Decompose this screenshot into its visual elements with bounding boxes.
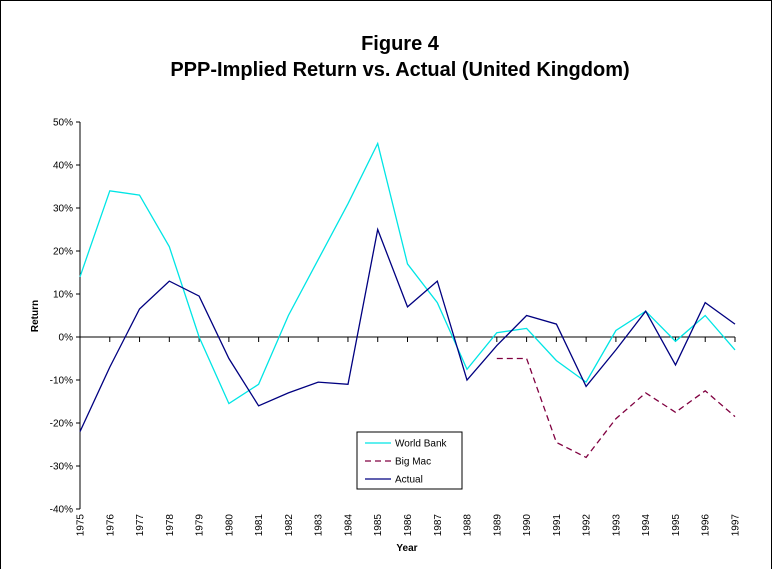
x-tick-label: 1996 (701, 514, 712, 537)
x-tick-label: 1977 (135, 514, 146, 537)
x-tick-label: 1994 (641, 514, 652, 537)
y-tick-label: 50% (53, 118, 73, 129)
x-tick-label: 1990 (522, 514, 533, 537)
x-tick-label: 1984 (343, 514, 354, 537)
legend-label: Big Mac (395, 457, 431, 468)
x-tick-label: 1988 (463, 514, 474, 537)
x-tick-label: 1982 (284, 514, 295, 537)
y-axis-label: Return (30, 300, 41, 332)
y-tick-label: 0% (59, 333, 74, 344)
x-tick-label: 1985 (373, 514, 384, 537)
y-tick-label: -20% (50, 419, 73, 430)
y-tick-label: 30% (53, 204, 73, 215)
series-line (496, 357, 736, 459)
x-tick-label: 1993 (611, 514, 622, 537)
x-tick-label: 1987 (433, 514, 444, 537)
x-tick-label: 1992 (582, 514, 593, 537)
x-tick-label: 1986 (403, 514, 414, 537)
chart-title: Figure 4 (361, 33, 440, 55)
x-tick-label: 1981 (254, 514, 265, 537)
chart-subtitle: PPP-Implied Return vs. Actual (United Ki… (170, 59, 629, 81)
x-tick-label: 1980 (224, 514, 235, 537)
x-tick-label: 1976 (105, 514, 116, 537)
x-tick-label: 1978 (165, 514, 176, 537)
series-line (79, 227, 736, 432)
y-tick-label: 10% (53, 290, 73, 301)
y-tick-label: -40% (50, 505, 73, 516)
x-tick-label: 1975 (76, 514, 87, 537)
series-line (79, 141, 736, 405)
x-tick-label: 1995 (671, 514, 682, 537)
x-tick-label: 1983 (314, 514, 325, 537)
y-tick-label: 40% (53, 161, 73, 172)
legend-label: World Bank (395, 439, 448, 450)
y-tick-label: 20% (53, 247, 73, 258)
y-tick-label: -10% (50, 376, 73, 387)
legend-label: Actual (395, 475, 423, 486)
x-tick-label: 1989 (492, 514, 503, 537)
y-tick-label: -30% (50, 462, 73, 473)
x-tick-label: 1997 (731, 514, 742, 537)
x-tick-label: 1979 (195, 514, 206, 537)
x-axis-label: Year (396, 543, 417, 554)
x-tick-label: 1991 (552, 514, 563, 537)
